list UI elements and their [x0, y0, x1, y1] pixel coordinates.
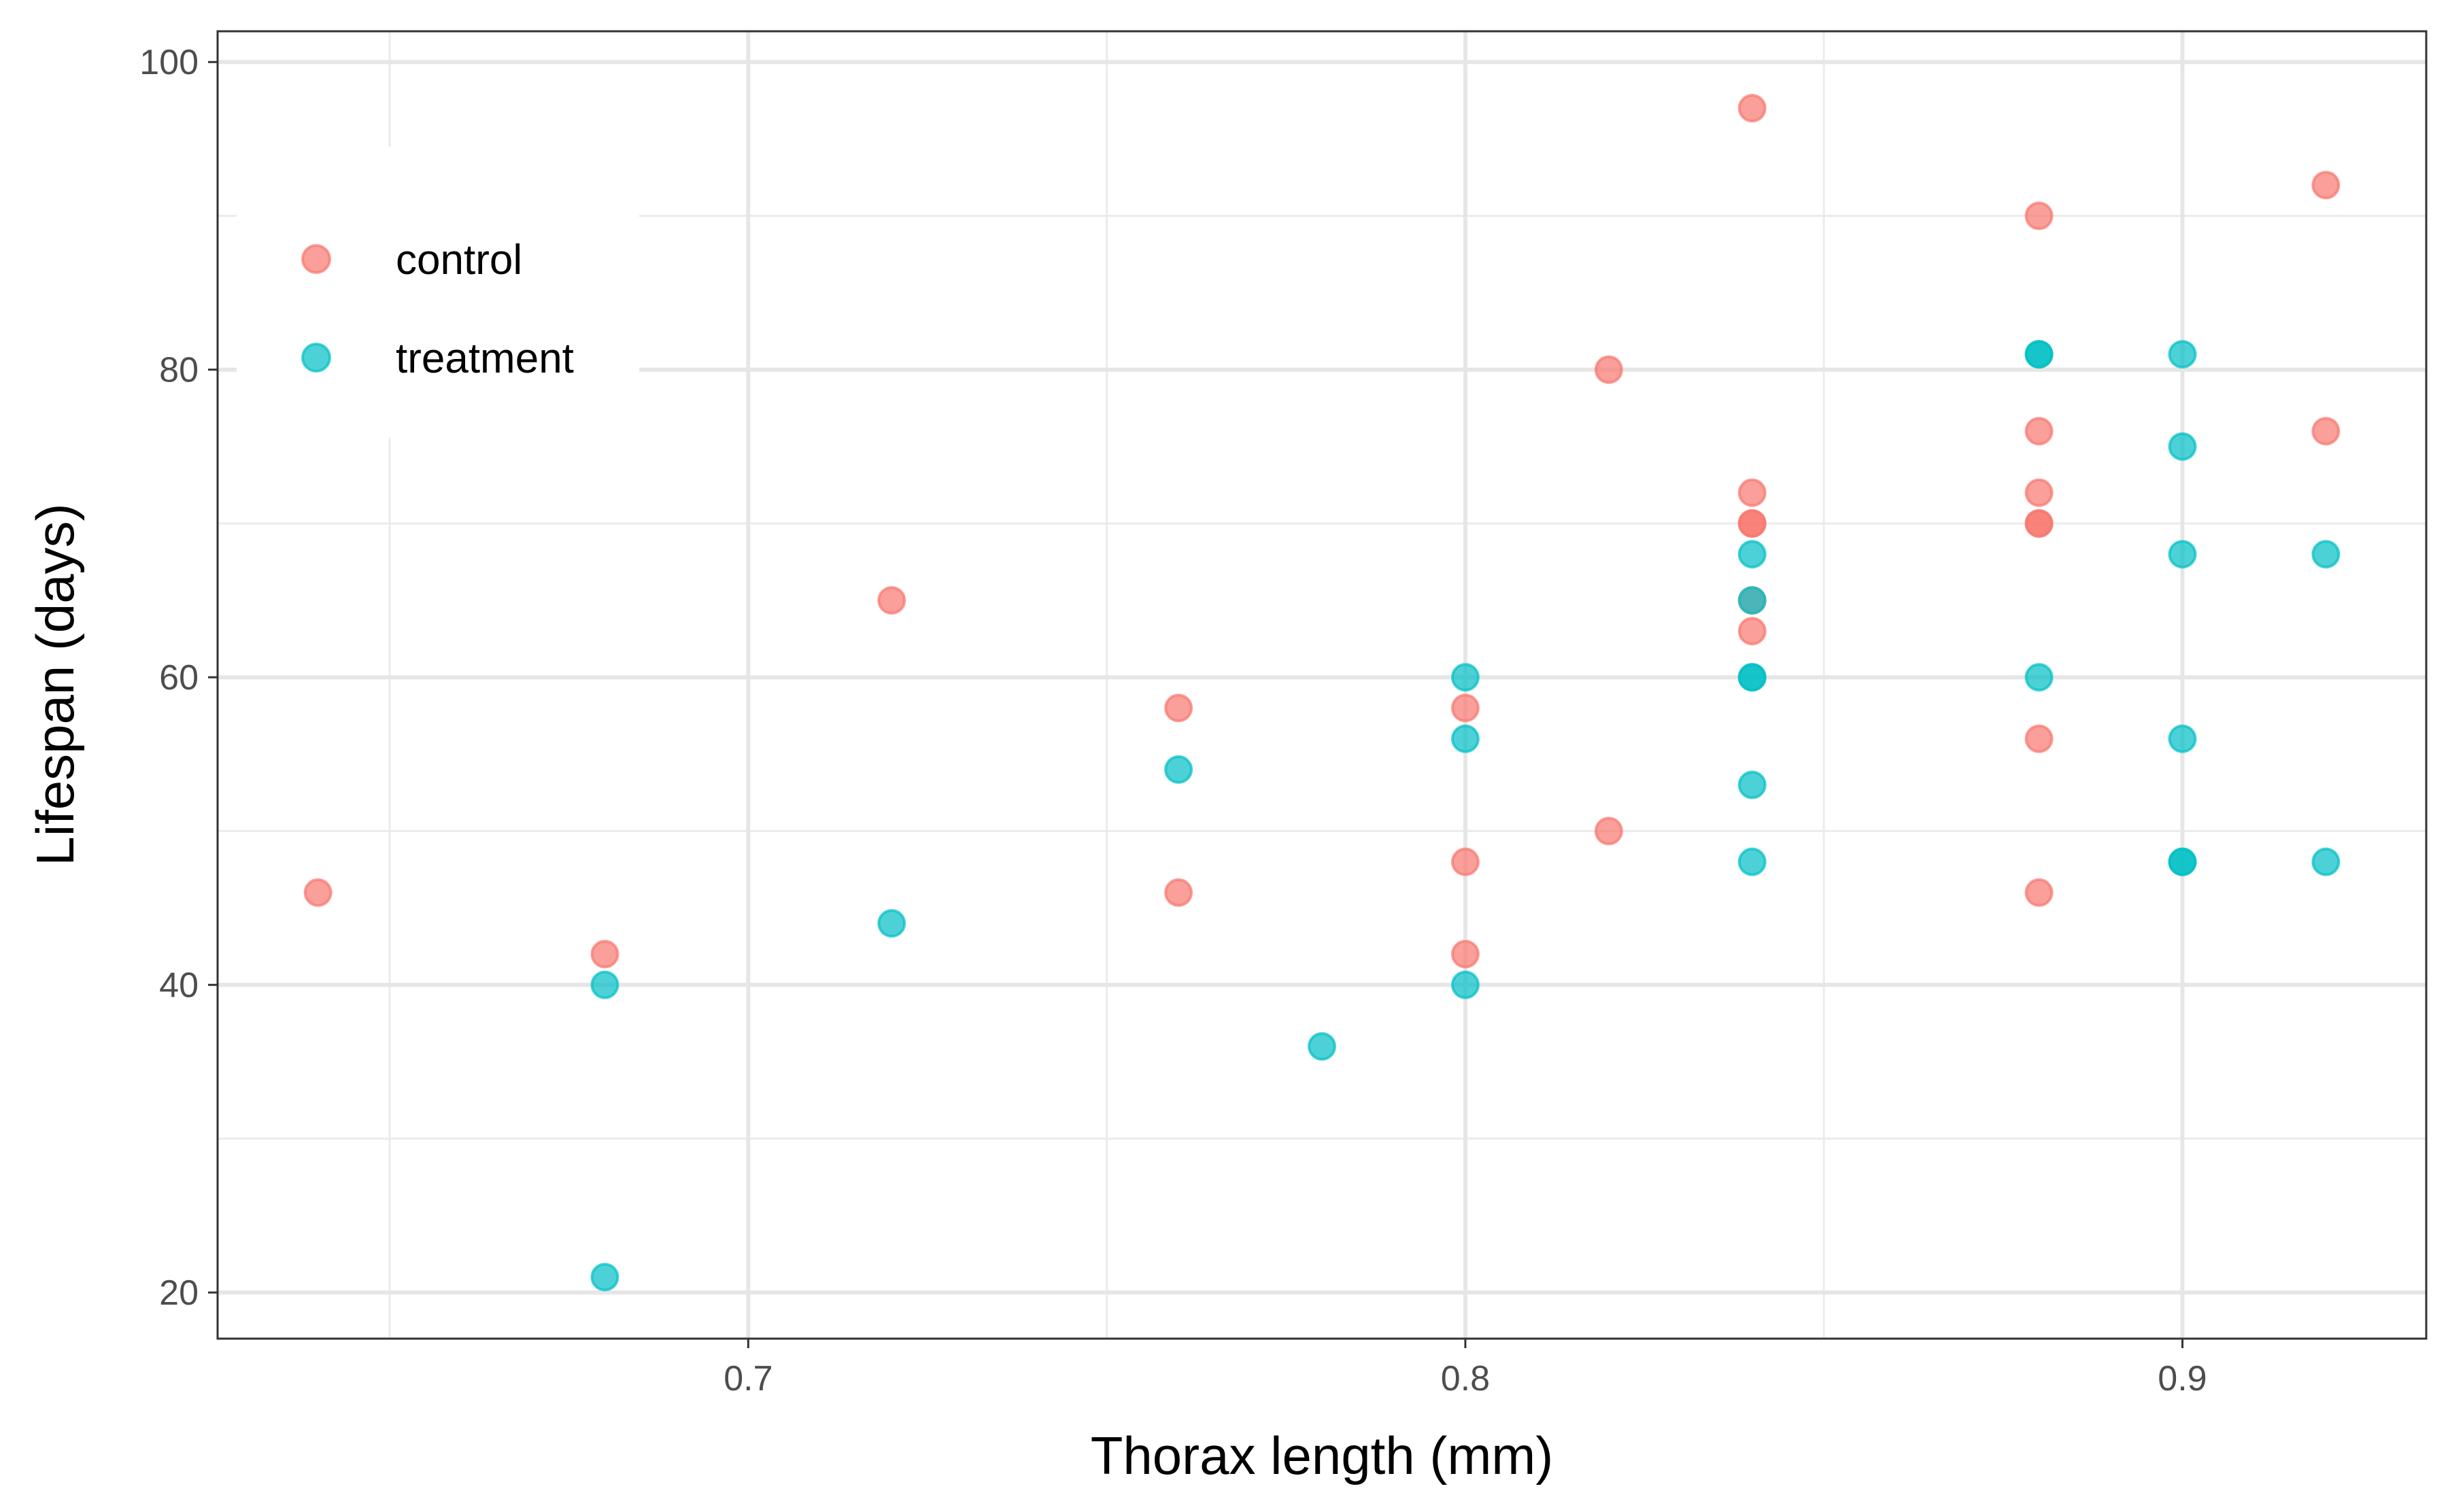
legend-key-treatment: [301, 343, 331, 373]
data-point-treatment: [877, 909, 906, 938]
y-tick-label: 80: [159, 351, 199, 390]
data-point-control: [2024, 417, 2054, 446]
data-point-control: [590, 940, 619, 969]
data-point-treatment: [2168, 540, 2197, 569]
data-point-treatment: [1308, 1032, 1336, 1061]
legend-key-control: [301, 244, 331, 274]
legend-background: [237, 147, 639, 438]
data-point-treatment: [2168, 340, 2197, 369]
data-point-treatment: [2311, 540, 2341, 569]
data-point-treatment: [1737, 770, 1767, 800]
data-point-control: [1450, 693, 1480, 723]
data-point-control: [1164, 878, 1193, 907]
data-point-treatment: [1737, 540, 1767, 569]
data-point-treatment: [1450, 663, 1480, 692]
data-point-treatment: [1737, 586, 1767, 615]
data-point-control: [1450, 940, 1480, 969]
data-point-control: [2024, 478, 2054, 507]
data-point-control: [303, 878, 333, 907]
data-point-treatment: [1737, 847, 1767, 876]
data-point-control: [1594, 817, 1623, 846]
legend-label-control: control: [396, 237, 522, 284]
data-point-control: [2311, 417, 2341, 446]
y-tick-label: 40: [159, 966, 199, 1006]
data-point-control: [1737, 617, 1767, 646]
legend-label-treatment: treatment: [396, 335, 574, 382]
data-point-control: [1737, 509, 1767, 538]
y-tick-label: 60: [159, 658, 199, 698]
data-point-treatment: [1737, 663, 1767, 692]
y-tick-label: 20: [159, 1273, 199, 1313]
data-point-treatment: [2168, 847, 2197, 876]
data-point-treatment: [2024, 663, 2054, 692]
data-point-control: [1737, 94, 1767, 123]
x-tick-label: 0.7: [724, 1359, 772, 1398]
x-tick-label: 0.8: [1441, 1359, 1490, 1398]
data-point-control: [1737, 478, 1767, 507]
legend: control treatment: [237, 147, 639, 438]
data-points: [303, 94, 2341, 1292]
data-point-control: [1450, 847, 1480, 876]
x-axis-title: Thorax length (mm): [1091, 1426, 1554, 1485]
data-point-treatment: [2311, 847, 2341, 876]
x-axis: 0.7 0.8 0.9: [724, 1339, 2207, 1398]
data-point-treatment: [1450, 970, 1480, 999]
data-point-control: [1164, 693, 1193, 723]
data-point-treatment: [2024, 340, 2054, 369]
data-point-control: [2024, 201, 2054, 230]
data-point-control: [2024, 724, 2054, 753]
y-axis: 20 40 60 80 100: [139, 43, 218, 1313]
data-point-control: [2311, 171, 2341, 200]
data-point-control: [1594, 355, 1623, 384]
data-point-treatment: [1164, 755, 1193, 784]
data-point-control: [877, 586, 906, 615]
data-point-treatment: [1450, 724, 1480, 753]
data-point-control: [2024, 878, 2054, 907]
x-tick-label: 0.9: [2158, 1359, 2207, 1398]
data-point-treatment: [2168, 432, 2197, 461]
data-point-treatment: [2168, 724, 2197, 753]
plot-panel-border: [216, 30, 2428, 1340]
data-point-treatment: [590, 970, 619, 999]
data-point-control: [2024, 509, 2054, 538]
data-point-treatment: [590, 1262, 619, 1292]
major-gridlines: [218, 31, 2426, 1339]
y-axis-title: Lifespan (days): [25, 503, 85, 865]
y-tick-label: 100: [139, 43, 199, 82]
